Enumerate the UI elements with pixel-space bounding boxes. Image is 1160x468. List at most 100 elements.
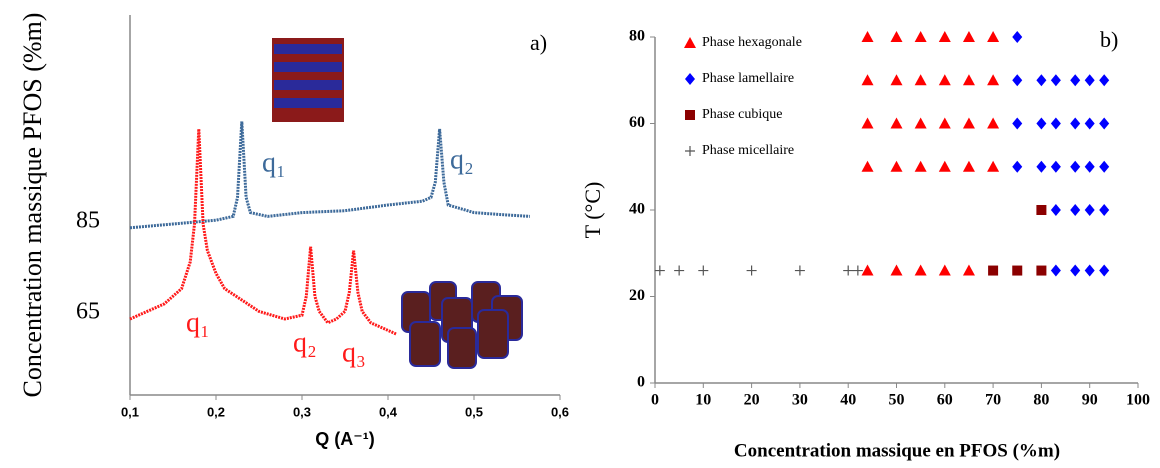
y-tick-label: 60	[629, 114, 645, 131]
marker	[1050, 204, 1061, 216]
marker	[914, 31, 927, 42]
marker	[1084, 264, 1095, 277]
x-tick-label: 0,6	[551, 404, 569, 419]
legend-label: Phase hexagonale	[702, 35, 802, 50]
marker	[1070, 264, 1081, 277]
marker	[938, 31, 951, 42]
lamellar-sketch	[272, 38, 344, 122]
y-tick-label: 40	[629, 201, 645, 218]
x-tick-label: 80	[1033, 392, 1049, 409]
curve	[129, 121, 530, 230]
marker	[1050, 74, 1061, 87]
marker	[890, 264, 903, 276]
marker	[794, 265, 805, 276]
marker	[962, 74, 975, 86]
marker	[987, 160, 1000, 172]
annotation: q₁	[186, 307, 210, 338]
y-tick-label: 80	[629, 28, 645, 45]
marker	[962, 117, 975, 129]
x-tick-label: 40	[840, 392, 856, 409]
marker	[861, 31, 874, 42]
marker	[1050, 117, 1061, 130]
marker	[1084, 117, 1095, 130]
curve	[129, 128, 398, 336]
marker	[1012, 74, 1023, 87]
x-tick-label: 10	[695, 392, 711, 409]
x-tick-label: 50	[889, 392, 905, 409]
marker	[890, 117, 903, 129]
x-tick-label: 20	[744, 392, 760, 409]
marker	[861, 74, 874, 86]
marker	[861, 117, 874, 129]
marker	[1050, 160, 1061, 173]
marker	[1036, 160, 1047, 173]
marker	[1099, 74, 1110, 87]
x-tick-label: 0,3	[293, 404, 311, 419]
marker	[1012, 160, 1023, 173]
marker	[938, 117, 951, 129]
marker	[890, 31, 903, 42]
y-tick-label: 0	[637, 374, 645, 391]
y-tick-label: 20	[629, 287, 645, 304]
x-tick-label: 0,1	[121, 404, 139, 419]
annotation: q₁	[262, 147, 286, 178]
marker	[987, 74, 1000, 86]
marker	[698, 265, 709, 276]
marker	[861, 160, 874, 172]
x-tick-label: 0,5	[465, 404, 483, 419]
marker	[962, 160, 975, 172]
marker	[1070, 117, 1081, 130]
x-tick-label: 100	[1126, 392, 1150, 409]
marker	[674, 265, 685, 276]
annotation: b)	[1100, 27, 1118, 52]
x-tick-label: 60	[937, 392, 953, 409]
marker	[1036, 205, 1047, 215]
marker	[1099, 117, 1110, 130]
legend-label: Phase cubique	[702, 107, 782, 122]
marker	[890, 74, 903, 86]
marker	[1099, 160, 1110, 173]
y-axis-title: Concentration massique PFOS (%m)	[18, 13, 47, 398]
marker	[1084, 204, 1095, 216]
annotation: 85	[76, 208, 100, 234]
marker	[1084, 160, 1095, 173]
marker	[1099, 204, 1110, 216]
marker	[890, 160, 903, 172]
legend-marker	[685, 73, 695, 85]
annotation: q₂	[293, 327, 317, 358]
marker	[1099, 264, 1110, 277]
x-tick-label: 0,4	[379, 404, 398, 419]
marker	[914, 264, 927, 276]
x-tick-label: 30	[792, 392, 808, 409]
marker	[1036, 265, 1047, 276]
annotation: q₂	[450, 144, 474, 175]
marker	[988, 265, 999, 276]
marker	[861, 264, 874, 276]
marker	[1036, 74, 1047, 87]
marker	[962, 264, 975, 276]
legend-label: Phase lamellaire	[702, 71, 794, 86]
marker	[938, 160, 951, 172]
marker	[987, 117, 1000, 129]
marker	[852, 265, 863, 276]
marker	[1084, 74, 1095, 87]
marker	[1070, 204, 1081, 216]
marker	[746, 265, 757, 276]
x-tick-label: 90	[1082, 392, 1098, 409]
annotation: q₃	[342, 337, 366, 368]
x-tick-label: 0	[651, 392, 659, 409]
marker	[1012, 31, 1023, 43]
x-tick-label: 70	[985, 392, 1001, 409]
x-axis-title: Concentration massique en PFOS (%m)	[734, 440, 1060, 461]
x-axis-title: Q (A⁻¹)	[315, 429, 374, 449]
annotation: 65	[76, 299, 100, 325]
marker	[1036, 117, 1047, 130]
marker	[654, 265, 665, 276]
marker	[1070, 74, 1081, 87]
legend-marker	[685, 146, 695, 156]
cylinder-sketch	[401, 281, 523, 369]
marker	[987, 31, 1000, 42]
y-axis-title: T (°C)	[580, 182, 605, 239]
marker	[914, 74, 927, 86]
